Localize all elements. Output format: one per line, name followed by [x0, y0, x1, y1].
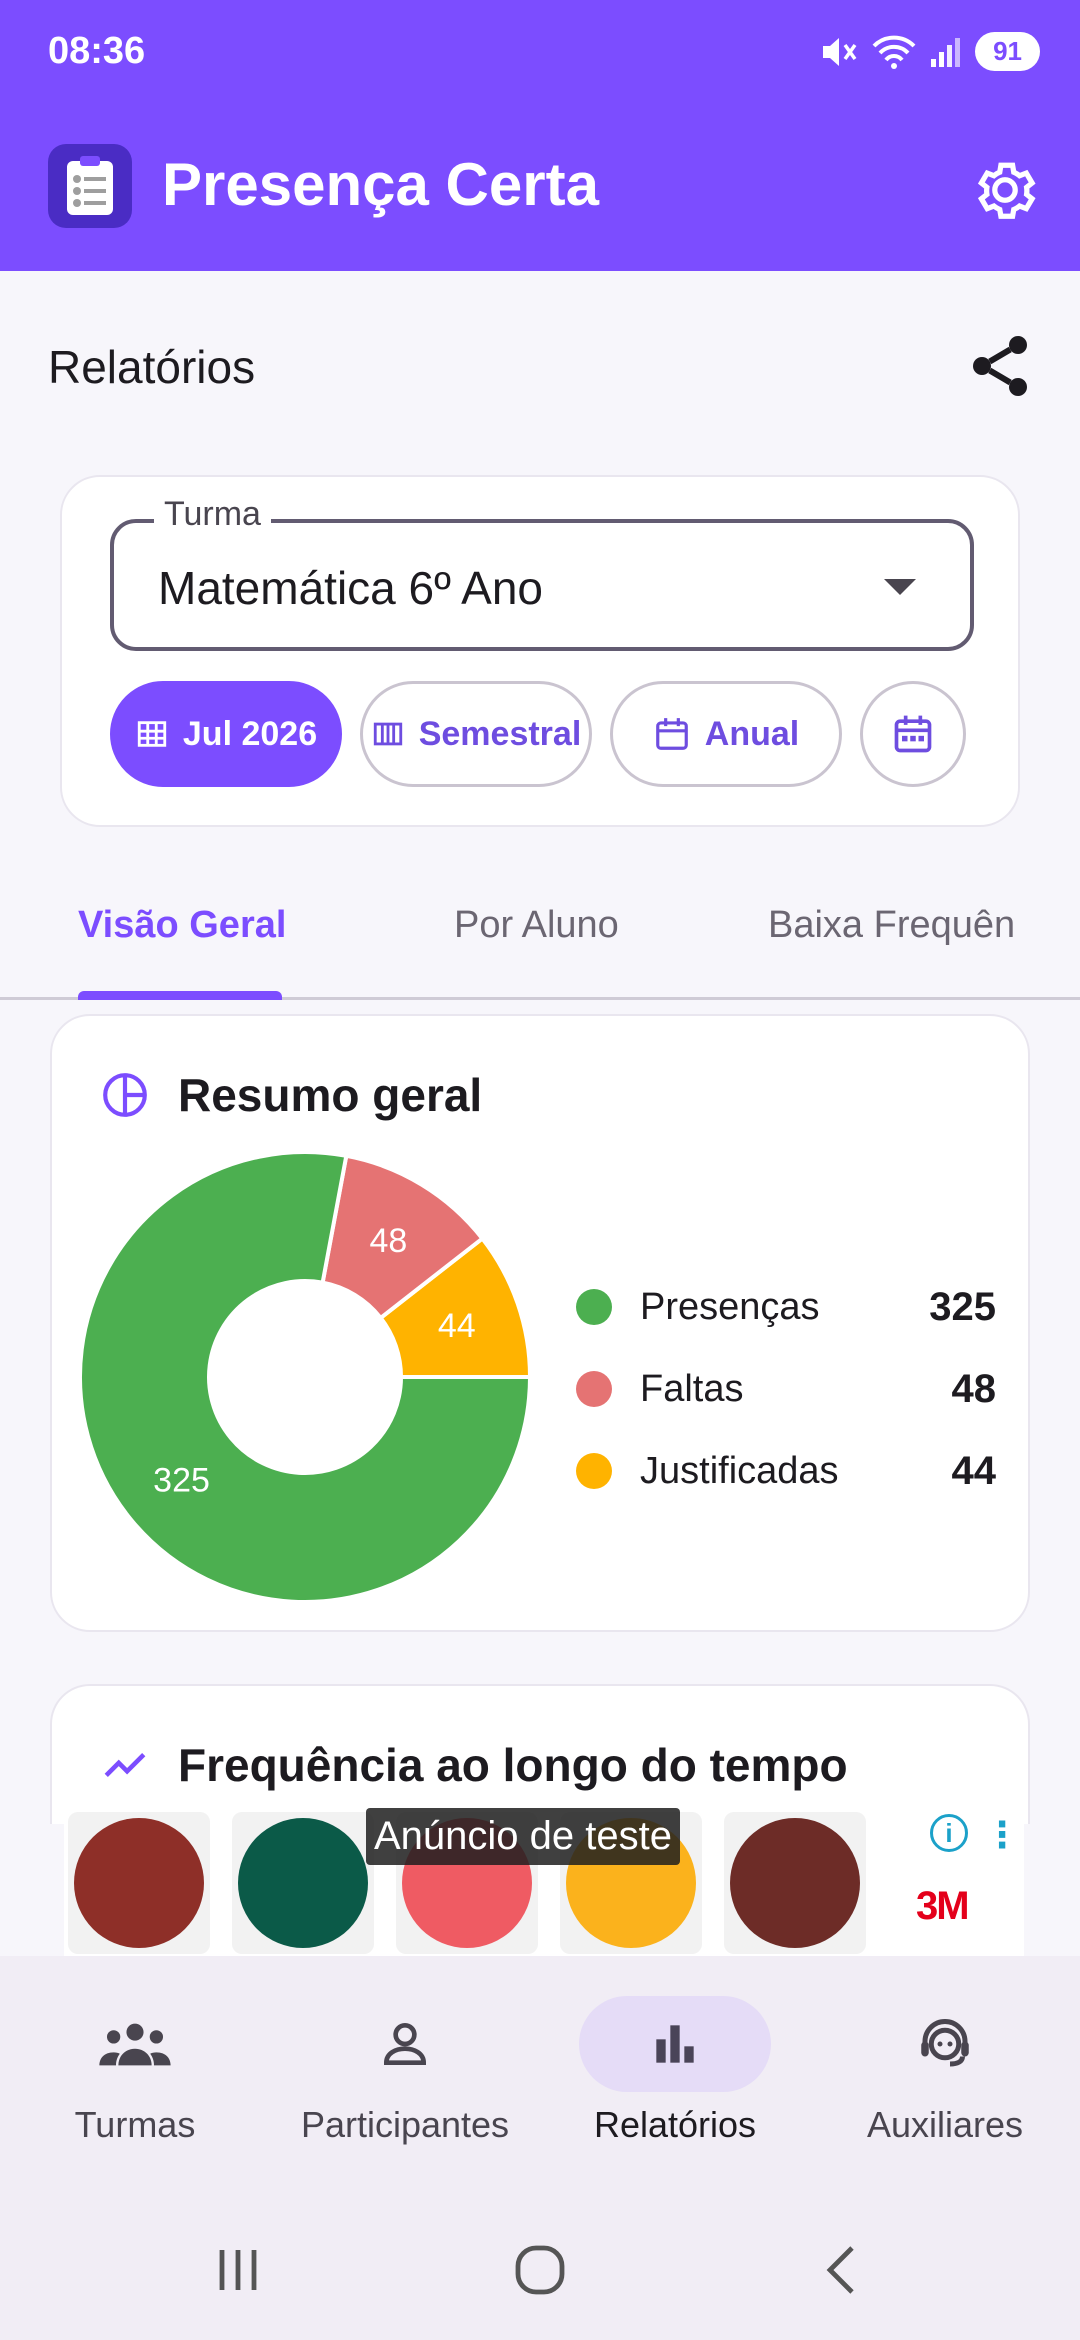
battery-indicator: 91 — [975, 32, 1040, 71]
ad-product-image — [730, 1818, 860, 1948]
status-time: 08:36 — [48, 30, 146, 72]
legend-item: Presenças 325 — [576, 1266, 996, 1348]
timeline-title: Frequência ao longo do tempo — [178, 1739, 848, 1791]
wifi-icon — [872, 35, 916, 69]
ad-product-tile[interactable] — [68, 1812, 210, 1954]
nav-auxiliares-label: Auxiliares — [866, 2104, 1024, 2145]
summary-title: Resumo geral — [178, 1069, 483, 1121]
clipboard-icon — [67, 156, 113, 215]
recent-apps-button[interactable] — [198, 2230, 278, 2310]
report-tabs: Visão Geral Por Aluno Baixa Frequên — [0, 880, 1080, 1000]
app-title: Presença Certa — [162, 151, 599, 218]
person-icon — [383, 2023, 427, 2065]
app-top-bar: 08:36 91 Presen — [0, 0, 1080, 271]
tab-indicator — [78, 991, 282, 1000]
nav-relatorios-label: Relatórios — [593, 2104, 757, 2145]
home-icon — [515, 2245, 565, 2295]
nav-icon-container — [39, 1996, 231, 2092]
filter-card: Turma Matemática 6º Ano Jul 2026 Semestr… — [60, 475, 1020, 827]
nav-icon-container — [849, 1996, 1041, 2092]
nav-turmas[interactable]: Turmas — [0, 1996, 270, 2146]
ad-product-image — [74, 1818, 204, 1948]
ad-brand-logo: 3M — [916, 1884, 970, 1928]
class-select-label: Turma — [154, 495, 271, 534]
grid-calendar-icon — [137, 721, 167, 747]
nav-participantes[interactable]: Participantes — [270, 1996, 540, 2146]
settings-button[interactable] — [970, 155, 1040, 225]
chip-anual[interactable]: Anual — [610, 681, 842, 787]
chip-semestral-label: Semestral — [418, 714, 582, 753]
donut-data-label: 325 — [153, 1462, 210, 1500]
legend-label: Justificadas — [640, 1449, 839, 1492]
ad-test-label: Anúncio de teste — [366, 1808, 680, 1865]
ad-product-tile[interactable] — [724, 1812, 866, 1954]
mute-icon — [823, 37, 857, 66]
support-agent-icon — [921, 2019, 969, 2067]
calendar-icon — [655, 718, 688, 750]
legend-label: Presenças — [640, 1285, 820, 1328]
nav-auxiliares[interactable]: Auxiliares — [810, 1996, 1080, 2146]
nav-participantes-label: Participantes — [300, 2104, 510, 2145]
share-icon — [973, 336, 1027, 396]
ad-product-image — [238, 1818, 368, 1948]
columns-icon — [373, 722, 402, 746]
gear-icon — [977, 162, 1036, 219]
class-select-value: Matemática 6º Ano — [158, 562, 544, 614]
back-button[interactable] — [804, 2230, 884, 2310]
timeline-header: Frequência ao longo do tempo — [100, 1738, 848, 1792]
groups-icon — [99, 2023, 171, 2066]
legend-dot — [576, 1371, 612, 1407]
status-icons: 91 — [821, 32, 1040, 71]
chip-month-label: Jul 2026 — [182, 714, 318, 753]
trending-up-icon — [104, 1752, 146, 1778]
legend-dot — [576, 1453, 612, 1489]
recent-apps-icon — [219, 2250, 257, 2290]
legend-value: 44 — [951, 1448, 997, 1493]
tab-visao-geral[interactable]: Visão Geral — [78, 904, 287, 946]
signal-icon — [931, 37, 961, 67]
tab-baixa-frequencia[interactable]: Baixa Frequên — [768, 904, 1016, 946]
nav-turmas-label: Turmas — [74, 2104, 196, 2145]
nav-icon-container — [309, 1996, 501, 2092]
pie-chart-icon — [103, 1073, 147, 1117]
back-icon — [826, 2246, 854, 2294]
donut-slice-faltas — [320, 1153, 486, 1321]
legend-item: Justificadas 44 — [576, 1430, 996, 1512]
chip-anual-label: Anual — [704, 714, 800, 753]
nav-relatorios[interactable]: Relatórios — [540, 1996, 810, 2146]
donut-data-label: 44 — [438, 1307, 476, 1345]
legend-dot — [576, 1289, 612, 1325]
legend-label: Faltas — [640, 1367, 744, 1410]
timeline-card: Frequência ao longo do tempo — [50, 1684, 1030, 1824]
donut-chart: 44 48 325 — [80, 1152, 530, 1602]
system-navigation — [0, 2196, 1080, 2340]
period-chips: Jul 2026 Semestral Anual — [110, 681, 966, 787]
donut-slice-presenças — [80, 1152, 530, 1602]
calendar-month-icon — [894, 715, 932, 753]
chip-month[interactable]: Jul 2026 — [110, 681, 342, 787]
ad-banner[interactable]: Anúncio de teste i ⋮ 3M — [64, 1808, 1024, 1956]
class-select[interactable]: Turma Matemática 6º Ano — [110, 495, 974, 651]
app-logo — [48, 144, 132, 228]
donut-data-label: 48 — [369, 1222, 407, 1260]
chip-semestral[interactable]: Semestral — [360, 681, 592, 787]
home-button[interactable] — [500, 2230, 580, 2310]
legend-item: Faltas 48 — [576, 1348, 996, 1430]
bottom-navigation: Turmas Participantes Relatórios — [0, 1956, 1080, 2196]
chart-legend: Presenças 325 Faltas 48 Justificadas 44 — [576, 1266, 996, 1512]
bar-chart-icon — [656, 2025, 694, 2063]
share-button[interactable] — [964, 330, 1036, 402]
summary-header: Resumo geral — [100, 1068, 482, 1122]
legend-value: 325 — [929, 1284, 996, 1329]
page-title: Relatórios — [48, 341, 256, 393]
summary-card: Resumo geral 44 48 325 Presenças 325 Faltas 4… — [50, 1014, 1030, 1632]
tab-por-aluno[interactable]: Por Aluno — [454, 904, 619, 946]
nav-icon-container — [579, 1996, 771, 2092]
ad-info-icon[interactable]: i — [930, 1814, 968, 1852]
ad-product-tile[interactable] — [232, 1812, 374, 1954]
ad-more-icon[interactable]: ⋮ — [984, 1814, 1020, 1855]
dropdown-caret-icon — [884, 579, 916, 595]
legend-value: 48 — [951, 1366, 997, 1411]
chip-custom-date[interactable] — [860, 681, 966, 787]
